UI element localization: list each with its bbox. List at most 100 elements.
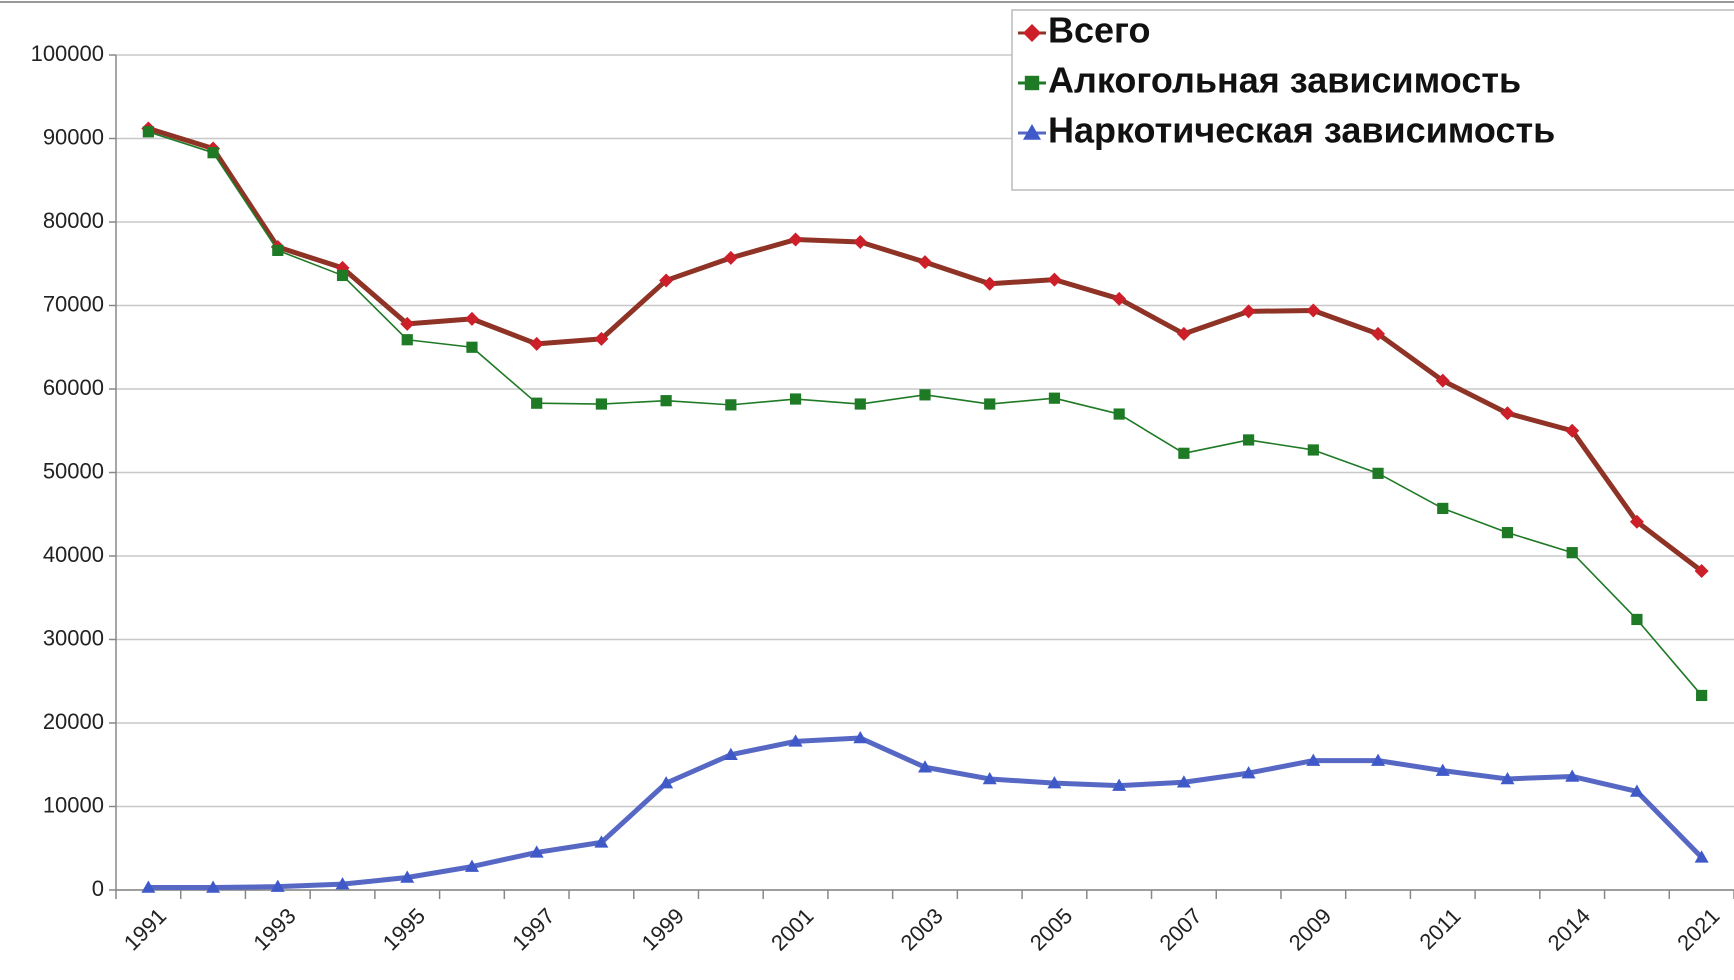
marker	[853, 731, 868, 744]
legend-marker	[1024, 75, 1040, 91]
marker	[272, 244, 284, 256]
marker	[854, 398, 866, 410]
marker	[984, 398, 996, 410]
x-tick-label: 2014	[1543, 903, 1595, 955]
marker	[464, 311, 479, 326]
marker	[595, 398, 607, 410]
y-tick-label: 80000	[43, 208, 104, 233]
x-tick-label: 2001	[766, 903, 818, 955]
legend-marker	[1023, 124, 1041, 140]
marker	[982, 771, 997, 785]
x-tick-label: 2009	[1284, 903, 1336, 955]
marker	[1435, 763, 1450, 776]
marker	[141, 880, 156, 893]
marker	[466, 341, 478, 353]
marker	[531, 397, 543, 409]
marker	[1565, 769, 1580, 782]
marker	[1047, 272, 1062, 287]
marker	[336, 269, 349, 282]
marker	[1566, 547, 1578, 559]
marker	[335, 877, 350, 890]
y-tick-label: 20000	[43, 709, 104, 734]
marker	[1631, 613, 1643, 626]
marker	[1307, 444, 1319, 456]
x-tick-label: 1999	[637, 903, 689, 955]
marker	[1629, 784, 1644, 797]
marker	[594, 835, 609, 848]
series-line	[147, 126, 1704, 574]
x-tick-label: 2005	[1025, 903, 1077, 955]
marker	[1500, 771, 1515, 785]
y-tick-label: 70000	[43, 291, 104, 316]
marker	[660, 395, 672, 407]
marker	[1176, 775, 1191, 788]
series-line	[148, 131, 1703, 696]
marker	[207, 147, 219, 159]
marker	[853, 235, 868, 250]
marker	[1501, 527, 1514, 539]
marker	[1048, 392, 1061, 404]
y-tick-label: 10000	[43, 792, 104, 817]
marker	[1629, 514, 1644, 529]
marker	[919, 389, 931, 401]
marker	[1178, 447, 1190, 459]
legend-label: Алкогольная зависимость	[1048, 60, 1521, 101]
marker	[1112, 778, 1127, 791]
marker	[400, 316, 415, 331]
legend-box	[1011, 9, 1734, 191]
marker	[1371, 753, 1386, 766]
legend-label: Всего	[1048, 10, 1151, 51]
marker	[982, 276, 997, 291]
y-tick-label: 0	[92, 876, 104, 901]
x-tick-label: 1997	[507, 903, 559, 955]
x-tick-label: 2021	[1672, 903, 1724, 955]
x-tick-label: 1993	[248, 903, 300, 955]
marker	[1241, 304, 1256, 319]
y-tick-label: 100000	[31, 41, 104, 66]
marker	[723, 250, 738, 265]
x-tick-label: 2011	[1414, 903, 1465, 954]
marker	[659, 273, 674, 288]
marker	[464, 859, 479, 872]
marker	[918, 760, 932, 773]
marker	[788, 734, 803, 747]
marker	[1306, 753, 1321, 766]
marker	[1112, 291, 1127, 306]
marker	[1694, 850, 1709, 863]
marker	[788, 232, 803, 247]
marker	[1113, 408, 1125, 420]
y-tick-label: 30000	[43, 625, 104, 650]
marker	[1371, 326, 1386, 341]
marker	[1437, 502, 1449, 515]
marker	[1047, 776, 1062, 789]
marker	[1176, 326, 1191, 341]
marker	[1243, 434, 1255, 446]
marker	[918, 255, 932, 270]
marker	[723, 747, 738, 760]
x-tick-label: 1995	[378, 903, 430, 955]
marker	[529, 336, 544, 351]
x-tick-label: 2007	[1154, 903, 1206, 955]
marker	[1500, 406, 1515, 421]
marker	[142, 126, 154, 138]
y-tick-label: 90000	[43, 124, 104, 149]
marker	[725, 399, 737, 411]
marker	[1306, 303, 1321, 318]
marker	[1694, 564, 1709, 579]
marker	[1372, 467, 1384, 479]
y-tick-label: 50000	[43, 458, 104, 483]
marker	[400, 870, 415, 883]
marker	[1241, 766, 1256, 779]
marker	[529, 845, 544, 858]
marker	[401, 334, 413, 346]
marker	[1435, 373, 1450, 388]
marker	[789, 393, 802, 405]
marker	[270, 879, 285, 892]
legend-marker	[1023, 24, 1041, 42]
x-tick-label: 1991	[119, 903, 171, 955]
marker	[1696, 689, 1708, 702]
marker	[206, 880, 221, 893]
y-tick-label: 60000	[43, 375, 104, 400]
